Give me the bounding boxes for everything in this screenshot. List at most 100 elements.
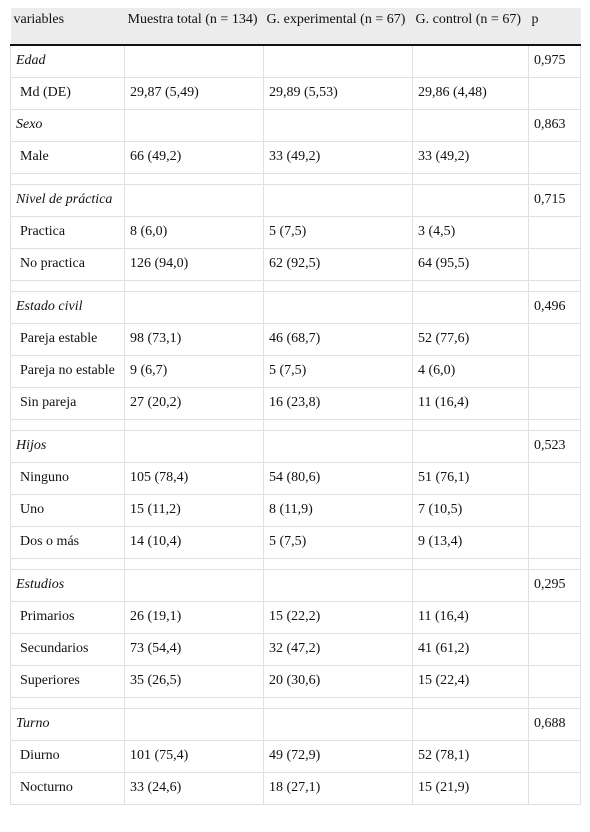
row-label: Practica	[10, 216, 125, 249]
experimental-value: 46 (68,7)	[263, 323, 413, 356]
group-row: Estudios 0,295	[10, 569, 581, 602]
empty-cell	[412, 45, 529, 78]
empty-cell	[124, 708, 264, 741]
empty-cell	[263, 569, 413, 602]
control-value: 3 (4,5)	[412, 216, 529, 249]
row-label: Md (DE)	[10, 77, 125, 110]
group-row: Edad 0,975	[10, 45, 581, 78]
p-value: 0,863	[528, 109, 581, 142]
experimental-value: 18 (27,1)	[263, 772, 413, 805]
spacer-cell	[528, 280, 581, 292]
empty-cell	[263, 184, 413, 217]
experimental-value: 15 (22,2)	[263, 601, 413, 634]
group-label: Estado civil	[10, 291, 125, 324]
empty-cell	[528, 77, 581, 110]
spacer-cell	[124, 280, 264, 292]
row-label: Nocturno	[10, 772, 125, 805]
row-label: Ninguno	[10, 462, 125, 495]
group-row: Estado civil 0,496	[10, 291, 581, 324]
spacer-cell	[528, 173, 581, 185]
spacer-cell	[412, 697, 529, 709]
empty-cell	[528, 772, 581, 805]
empty-cell	[263, 708, 413, 741]
experimental-value: 16 (23,8)	[263, 387, 413, 420]
total-value: 29,87 (5,49)	[124, 77, 264, 110]
control-value: 11 (16,4)	[412, 387, 529, 420]
empty-cell	[528, 462, 581, 495]
p-value: 0,975	[528, 45, 581, 78]
control-value: 15 (21,9)	[412, 772, 529, 805]
spacer-cell	[10, 419, 125, 431]
empty-cell	[412, 430, 529, 463]
total-value: 27 (20,2)	[124, 387, 264, 420]
table-row: Diurno 101 (75,4) 49 (72,9) 52 (78,1)	[10, 740, 581, 773]
experimental-value: 5 (7,5)	[263, 526, 413, 559]
control-value: 7 (10,5)	[412, 494, 529, 527]
empty-cell	[263, 430, 413, 463]
spacer-cell	[528, 697, 581, 709]
header-control-group: G. control (n = 67)	[412, 8, 529, 46]
group-row: Hijos 0,523	[10, 430, 581, 463]
experimental-value: 32 (47,2)	[263, 633, 413, 666]
spacer-cell	[263, 173, 413, 185]
empty-cell	[528, 248, 581, 281]
empty-cell	[124, 45, 264, 78]
experimental-value: 29,89 (5,53)	[263, 77, 413, 110]
total-value: 105 (78,4)	[124, 462, 264, 495]
empty-cell	[528, 355, 581, 388]
row-label: Pareja estable	[10, 323, 125, 356]
empty-cell	[528, 526, 581, 559]
row-label: Primarios	[10, 601, 125, 634]
control-value: 4 (6,0)	[412, 355, 529, 388]
control-value: 15 (22,4)	[412, 665, 529, 698]
total-value: 98 (73,1)	[124, 323, 264, 356]
p-value: 0,496	[528, 291, 581, 324]
row-label: Male	[10, 141, 125, 174]
empty-cell	[528, 387, 581, 420]
empty-cell	[528, 665, 581, 698]
total-value: 26 (19,1)	[124, 601, 264, 634]
total-value: 73 (54,4)	[124, 633, 264, 666]
empty-cell	[124, 430, 264, 463]
spacer-cell	[10, 173, 125, 185]
control-value: 51 (76,1)	[412, 462, 529, 495]
table-row: No practica 126 (94,0) 62 (92,5) 64 (95,5)	[10, 248, 581, 281]
spacer-cell	[124, 558, 264, 570]
table-row: Secundarios 73 (54,4) 32 (47,2) 41 (61,2)	[10, 633, 581, 666]
section-spacer	[10, 419, 581, 431]
spacer-cell	[528, 419, 581, 431]
table-header: variables Muestra total (n = 134) G. exp…	[10, 8, 581, 46]
spacer-cell	[263, 419, 413, 431]
experimental-value: 5 (7,5)	[263, 216, 413, 249]
group-label: Sexo	[10, 109, 125, 142]
group-label: Hijos	[10, 430, 125, 463]
total-value: 14 (10,4)	[124, 526, 264, 559]
experimental-value: 49 (72,9)	[263, 740, 413, 773]
control-value: 41 (61,2)	[412, 633, 529, 666]
spacer-cell	[263, 697, 413, 709]
spacer-cell	[124, 697, 264, 709]
spacer-cell	[10, 697, 125, 709]
table-row: Nocturno 33 (24,6) 18 (27,1) 15 (21,9)	[10, 772, 581, 805]
empty-cell	[528, 216, 581, 249]
spacer-cell	[263, 280, 413, 292]
header-variables: variables	[10, 8, 125, 46]
table-row: Pareja no estable 9 (6,7) 5 (7,5) 4 (6,0)	[10, 355, 581, 388]
table-row: Sin pareja 27 (20,2) 16 (23,8) 11 (16,4)	[10, 387, 581, 420]
total-value: 33 (24,6)	[124, 772, 264, 805]
row-label: Uno	[10, 494, 125, 527]
spacer-cell	[263, 558, 413, 570]
spacer-cell	[528, 558, 581, 570]
table-row: Practica 8 (6,0) 5 (7,5) 3 (4,5)	[10, 216, 581, 249]
total-value: 35 (26,5)	[124, 665, 264, 698]
p-value: 0,688	[528, 708, 581, 741]
control-value: 29,86 (4,48)	[412, 77, 529, 110]
section-spacer	[10, 173, 581, 185]
empty-cell	[412, 708, 529, 741]
total-value: 101 (75,4)	[124, 740, 264, 773]
spacer-cell	[10, 558, 125, 570]
total-value: 15 (11,2)	[124, 494, 264, 527]
empty-cell	[528, 633, 581, 666]
group-label: Nivel de práctica	[10, 184, 125, 217]
control-value: 64 (95,5)	[412, 248, 529, 281]
